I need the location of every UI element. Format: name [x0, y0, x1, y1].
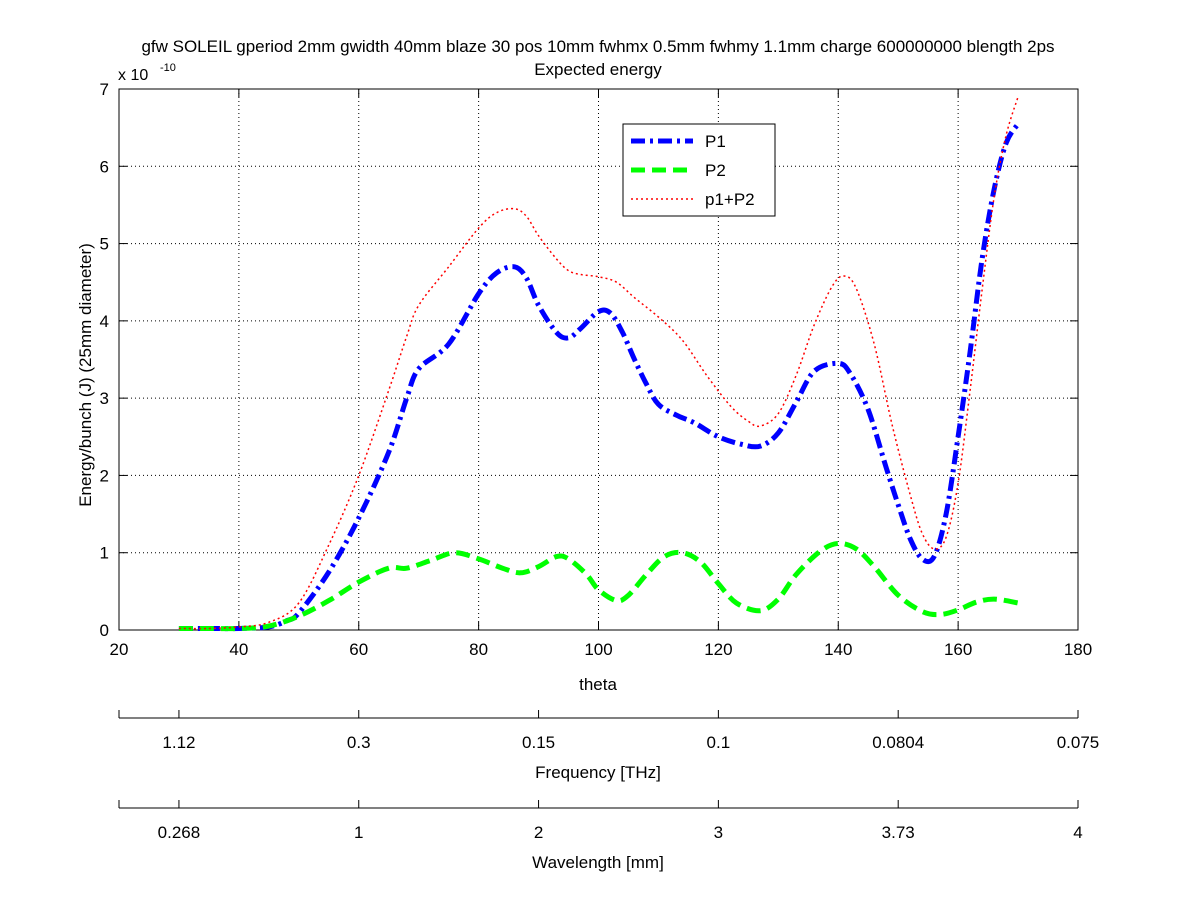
y-axis-multiplier: x 10 -10 [118, 62, 176, 84]
secondary-tick-label: 1 [354, 823, 363, 842]
secondary-tick-label: 4 [1073, 823, 1082, 842]
legend: P1 P2 p1+P2 [622, 123, 776, 217]
y-tick-label: 1 [100, 544, 109, 563]
chart-subtitle: Expected energy [534, 60, 662, 79]
x-tick-label: 20 [110, 640, 129, 659]
y-tick-label: 3 [100, 389, 109, 408]
x-tick-label: 100 [584, 640, 612, 659]
series-line-p1-p2 [178, 96, 1019, 630]
x-tick-label: 180 [1064, 640, 1092, 659]
secondary-tick-label: 3.73 [882, 823, 915, 842]
series-layer [178, 96, 1021, 632]
legend-label: P1 [705, 132, 726, 151]
secondary-tick-label: 2 [534, 823, 543, 842]
secondary-tick-label: 1.12 [162, 733, 195, 752]
y-tick-label: 7 [100, 80, 109, 99]
plot-grid [119, 89, 1078, 630]
secondary-tick-label: 0.15 [522, 733, 555, 752]
secondary-tick-label: 0.0804 [872, 733, 924, 752]
x-tick-label: 60 [349, 640, 368, 659]
x-tick-label: 120 [704, 640, 732, 659]
x-tick-label: 80 [469, 640, 488, 659]
y-tick-label: 0 [100, 621, 109, 640]
y-tick-label: 5 [100, 235, 109, 254]
x-axis-label: theta [579, 675, 617, 694]
secondary-axis-label: Frequency [THz] [535, 763, 661, 782]
secondary-tick-label: 0.1 [707, 733, 731, 752]
y-multiplier-exponent: -10 [160, 62, 176, 74]
legend-box [622, 123, 776, 217]
series-line-p1 [178, 122, 1021, 632]
legend-label: p1+P2 [705, 190, 755, 209]
secondary-tick-label: 0.268 [158, 823, 201, 842]
chart-title: gfw SOLEIL gperiod 2mm gwidth 40mm blaze… [141, 37, 1054, 56]
y-axis-label: Energy/bunch (J) (25mm diameter) [76, 243, 95, 507]
y-tick-label: 2 [100, 466, 109, 485]
series-line-p2 [178, 540, 1019, 632]
y-tick-label: 6 [100, 157, 109, 176]
x-tick-label: 40 [229, 640, 248, 659]
x-tick-label: 160 [944, 640, 972, 659]
y-multiplier-base: x 10 [118, 67, 148, 84]
secondary-tick-label: 3 [714, 823, 723, 842]
secondary-axes: 1.12 0.3 0.15 0.1 0.0804 0.075 Frequency [THz]… [118, 710, 1100, 872]
secondary-tick-label: 0.3 [347, 733, 371, 752]
legend-label: P2 [705, 161, 726, 180]
y-tick-label: 4 [100, 312, 109, 331]
plot-area [118, 88, 1079, 631]
secondary-axis-label: Wavelength [mm] [532, 853, 664, 872]
secondary-tick-label: 0.075 [1057, 733, 1100, 752]
x-tick-label: 140 [824, 640, 852, 659]
axis-ticks: 20 40 60 80 100 120 140 160 180 0 1 2 3 4 5 6 7 [100, 80, 1093, 659]
